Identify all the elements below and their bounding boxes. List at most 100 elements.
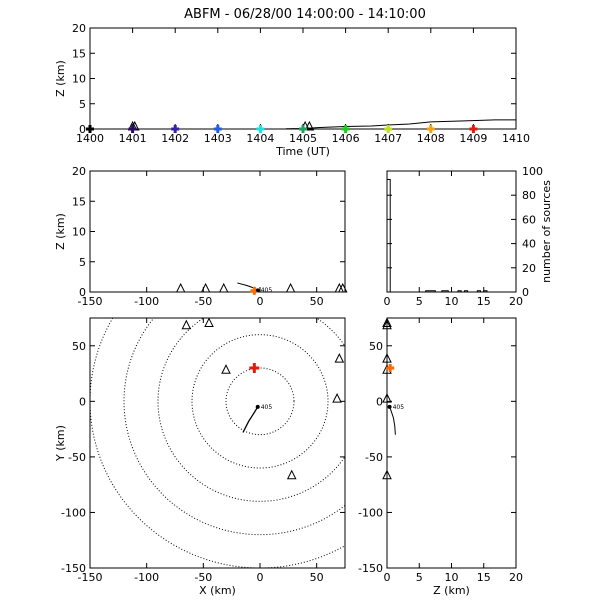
- time-height-ytick-label: 15: [72, 47, 86, 60]
- histogram-xtick-label: 15: [477, 295, 491, 308]
- plan-view-frame: [89, 317, 346, 569]
- time-height-xtick-label: 1403: [204, 132, 232, 145]
- plan-flash-label: 405: [261, 404, 273, 411]
- z-y-xtick-label: 20: [509, 571, 523, 584]
- histogram-xtick-label: 5: [416, 295, 423, 308]
- time-height-ytick-label: 5: [79, 98, 86, 111]
- histogram-ytick-label: 0: [522, 286, 529, 299]
- z-y-xtick-label: 5: [416, 571, 423, 584]
- plan-view-xtick-label: -100: [134, 571, 159, 584]
- minute-marker: [128, 125, 137, 133]
- histogram-frame: [386, 170, 517, 293]
- time-height-xlabel: Time (UT): [275, 145, 330, 158]
- station-marker: [285, 282, 296, 293]
- station-marker: [200, 282, 211, 293]
- chart-title: ABFM - 06/28/00 14:00:00 - 14:10:00: [184, 7, 426, 22]
- z-y-flash-label: 405: [393, 404, 405, 411]
- x-z-xtick-label: 0: [257, 295, 264, 308]
- plan-view-ytick-label: -50: [68, 451, 86, 464]
- station-marker: [221, 364, 231, 374]
- x-z-ytick-label: 20: [72, 165, 86, 178]
- minute-marker: [469, 125, 478, 133]
- station-marker: [382, 392, 392, 403]
- time-height-xtick-label: 1408: [417, 132, 445, 145]
- z-y-ytick-label: 0: [376, 395, 383, 408]
- time-height-trace: [285, 119, 516, 130]
- histogram-ytick-label: 40: [522, 238, 536, 251]
- station-marker: [332, 392, 342, 403]
- station-marker: [334, 352, 345, 363]
- range-ring: [225, 367, 295, 436]
- minute-marker: [426, 125, 435, 133]
- station-marker: [337, 282, 348, 293]
- time-height-xtick-label: 1402: [161, 132, 189, 145]
- station-marker: [218, 282, 229, 293]
- plan-flash-point: [255, 404, 260, 409]
- x-z-xtick-label: -50: [194, 295, 212, 308]
- histogram-ylabel: number of sources: [540, 180, 553, 283]
- x-z-flash-label: 405: [261, 287, 273, 294]
- plan-view-xtick-label: 50: [310, 571, 324, 584]
- time-height-xtick-label: 1409: [459, 132, 487, 145]
- z-y-ytick-label: -50: [365, 451, 383, 464]
- x-z-ytick-label: 15: [72, 195, 86, 208]
- histogram-ytick-label: 20: [522, 262, 536, 275]
- time-height-ytick-label: 0: [79, 123, 86, 136]
- minute-marker: [341, 125, 350, 133]
- histogram-ytick-label: 80: [522, 189, 536, 202]
- minute-marker: [384, 125, 393, 133]
- time-height-ylabel: Z (km): [54, 60, 67, 97]
- x-z-flash-point: [255, 288, 260, 292]
- x-z-xtick-label: 50: [310, 295, 324, 308]
- time-height-xtick-label: 1410: [502, 132, 530, 145]
- x-z-xtick-label: -150: [78, 295, 103, 308]
- histogram-xtick-label: 20: [509, 295, 523, 308]
- range-ring: [157, 318, 345, 502]
- time-height-ytick-label: 10: [72, 73, 86, 86]
- x-z-ylabel: Z (km): [54, 213, 67, 250]
- time-height-xtick-label: 1401: [119, 132, 147, 145]
- minute-marker: [86, 125, 94, 133]
- station-marker: [382, 317, 392, 328]
- histogram-xtick-label: 0: [384, 295, 391, 308]
- z-y-ytick-label: 50: [369, 340, 383, 353]
- z-y-frame: [386, 317, 517, 569]
- x-z-frame: [89, 170, 346, 293]
- range-ring: [191, 334, 329, 469]
- plan-flash-track: [242, 406, 259, 433]
- time-height-xtick-label: 1404: [246, 132, 274, 145]
- minute-marker: [299, 125, 307, 133]
- station-marker: [382, 319, 392, 330]
- plan-view-ytick-label: -150: [61, 562, 86, 575]
- time-height-xtick-label: 1405: [289, 132, 317, 145]
- station-marker: [382, 469, 392, 480]
- x-z-ytick-label: 10: [72, 226, 86, 239]
- time-height-xtick-label: 1407: [374, 132, 402, 145]
- plan-view-xlabel: X (km): [199, 584, 236, 597]
- minute-marker: [256, 125, 265, 133]
- time-height-frame: [89, 27, 517, 130]
- histogram-bars: [386, 178, 516, 293]
- z-y-xlabel: Z (km): [433, 584, 470, 597]
- plan-view-ytick-label: -100: [61, 506, 86, 519]
- plan-sensor: [249, 363, 260, 373]
- station-marker: [382, 352, 392, 363]
- plan-view-ylabel: Y (km): [54, 425, 67, 462]
- range-rings: [90, 318, 345, 568]
- x-z-ytick-label: 5: [79, 256, 86, 269]
- station-marker: [175, 282, 186, 293]
- plan-view-xtick-label: -50: [194, 571, 212, 584]
- z-y-xtick-label: 0: [384, 571, 391, 584]
- z-y-flash-point: [387, 404, 392, 409]
- minute-marker: [213, 125, 222, 133]
- z-y-xtick-label: 15: [477, 571, 491, 584]
- station-marker: [204, 317, 214, 328]
- plan-view-ytick-label: 0: [79, 395, 86, 408]
- z-y-ytick-label: -150: [358, 562, 383, 575]
- x-z-ytick-label: 0: [79, 286, 86, 299]
- plan-view-xtick-label: -150: [78, 571, 103, 584]
- time-height-xtick-label: 1400: [76, 132, 104, 145]
- minute-marker: [171, 125, 180, 133]
